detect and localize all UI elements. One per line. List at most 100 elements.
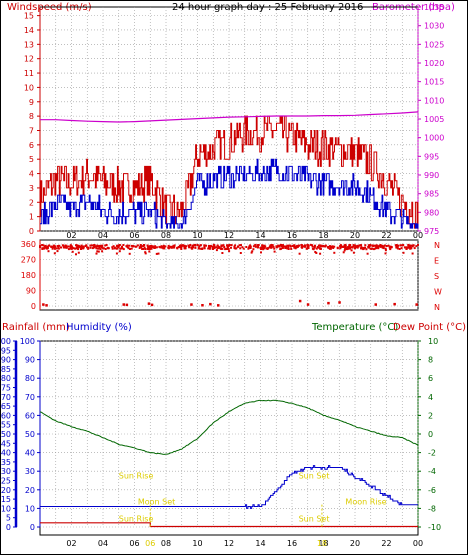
baro-tick-label: 990	[424, 171, 439, 180]
direction-point	[155, 246, 158, 249]
direction-point	[193, 244, 196, 247]
direction-point	[375, 247, 378, 249]
direction-point	[155, 252, 158, 255]
direction-outlier-point	[209, 302, 212, 306]
direction-point	[71, 246, 74, 249]
rain-tick-label: 35	[1, 458, 11, 467]
direction-point	[183, 247, 186, 250]
direction-point	[62, 245, 65, 248]
direction-point	[107, 247, 110, 250]
direction-point	[413, 247, 416, 250]
direction-point	[295, 246, 298, 249]
direction-point	[122, 248, 125, 251]
direction-point	[213, 244, 216, 247]
direction-point	[366, 252, 369, 255]
direction-point	[385, 245, 388, 247]
direction-point	[203, 245, 206, 248]
rain-tick-label: 70	[1, 393, 11, 402]
direction-tick-label: 0	[31, 302, 36, 311]
baro-tick-label: 985	[424, 190, 439, 199]
direction-point	[369, 247, 372, 250]
wind-tick-label: 15	[24, 12, 34, 21]
rain-tick-label: 90	[1, 356, 11, 365]
direction-point	[122, 244, 125, 246]
direction-point	[144, 251, 147, 254]
direction-point	[160, 245, 163, 248]
direction-point	[119, 247, 122, 250]
direction-point	[218, 246, 221, 249]
direction-point	[239, 252, 242, 254]
direction-point	[313, 246, 316, 248]
direction-point	[47, 244, 50, 247]
direction-point	[230, 244, 233, 247]
humidity-series-line	[40, 465, 418, 509]
direction-point	[267, 247, 270, 250]
rain-tick-label: 80	[1, 374, 11, 383]
direction-point	[77, 251, 80, 254]
direction-point	[263, 245, 266, 248]
direction-point	[113, 247, 116, 250]
direction-point	[343, 249, 346, 252]
wind-x-tick-label: 06	[129, 231, 139, 240]
direction-point	[410, 246, 413, 249]
direction-point	[332, 247, 335, 249]
direction-point	[348, 247, 351, 250]
direction-point	[215, 246, 218, 249]
direction-point	[405, 247, 408, 250]
direction-tick-label: 180	[21, 271, 36, 280]
direction-point	[344, 244, 347, 247]
dewpoint-axis-label: Dew Point (°C)	[393, 322, 466, 333]
rain-tick-label: 50	[1, 430, 11, 439]
rain-tick-label: 10	[1, 504, 11, 513]
direction-point	[306, 246, 309, 248]
direction-point	[345, 247, 348, 250]
sun-moon-annotation: Sun Set	[299, 472, 330, 481]
direction-point	[117, 246, 120, 249]
direction-point	[293, 244, 296, 247]
direction-point	[56, 250, 59, 253]
direction-point	[280, 243, 282, 246]
direction-point	[89, 244, 92, 247]
direction-point	[93, 246, 95, 249]
direction-outlier-point	[327, 301, 330, 305]
direction-point	[311, 245, 314, 248]
humidity-x-tick-label: 16	[287, 539, 297, 548]
direction-point	[278, 245, 281, 248]
humidity-tick-label: 30	[25, 467, 35, 476]
humidity-tick-label: 40	[25, 449, 35, 458]
direction-point	[395, 245, 398, 248]
direction-point	[221, 247, 224, 250]
direction-point	[111, 246, 114, 249]
direction-point	[80, 244, 83, 247]
direction-point	[182, 244, 184, 247]
direction-point	[148, 248, 151, 251]
direction-point	[372, 248, 375, 251]
direction-point	[327, 245, 330, 248]
direction-point	[379, 245, 382, 248]
direction-point	[284, 247, 287, 249]
direction-point	[355, 245, 358, 248]
direction-point	[251, 250, 254, 253]
direction-point	[178, 245, 181, 247]
sun-moon-annotation: Sun Rise	[119, 514, 154, 523]
direction-point	[176, 246, 179, 249]
direction-point	[196, 244, 199, 246]
direction-point	[298, 244, 300, 247]
direction-point	[98, 246, 101, 249]
direction-point	[85, 244, 88, 247]
direction-point	[209, 244, 212, 247]
direction-point	[43, 247, 46, 250]
direction-point	[360, 244, 363, 247]
direction-point	[149, 245, 152, 248]
direction-point	[417, 243, 419, 246]
direction-point	[128, 252, 131, 255]
direction-point	[42, 247, 45, 250]
direction-outlier-point	[125, 303, 129, 307]
direction-point	[389, 246, 392, 249]
direction-outlier-point	[338, 301, 341, 304]
direction-point	[87, 246, 90, 249]
direction-point	[177, 246, 180, 248]
direction-point	[203, 247, 206, 250]
direction-point	[242, 247, 245, 250]
